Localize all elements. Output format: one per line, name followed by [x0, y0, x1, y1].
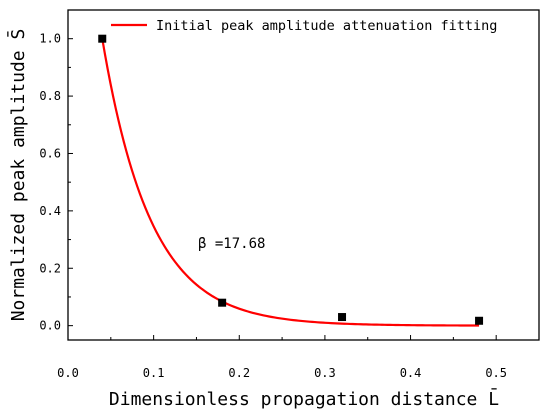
legend: Initial peak amplitude attenuation fitti…: [111, 18, 497, 34]
plot-frame: [67, 9, 540, 341]
data-point: [218, 298, 227, 307]
data-point: [98, 34, 107, 43]
fit-curve-group: [101, 38, 480, 327]
x-tick-label: 0.3: [314, 366, 336, 380]
data-points-group: [98, 34, 484, 325]
y-tick-label: 1.0: [39, 32, 61, 46]
beta-annotation: β =17.68: [198, 236, 265, 252]
y-axis-title: Normalized peak amplitude S̄: [7, 29, 29, 322]
x-tick-label: 0.1: [143, 366, 165, 380]
x-axis-title: Dimensionless propagation distance L̄: [109, 388, 499, 410]
x-tick-label: 0.5: [485, 366, 507, 380]
x-tick-label: 0.0: [57, 366, 79, 380]
y-tick-label: 0.0: [39, 319, 61, 333]
x-tick-label: 0.4: [400, 366, 422, 380]
axis-ticks: 0.0 0.1 0.2 0.3 0.4 0.5 0.0 0.2 0.4 0.6 0.8 1.0: [39, 9, 540, 380]
y-tick-label: 0.6: [39, 146, 61, 160]
data-point: [338, 313, 347, 322]
y-tick-label: 0.4: [39, 204, 61, 218]
y-tick-label: 0.8: [39, 89, 61, 103]
y-tick-label: 0.2: [39, 261, 61, 275]
fit-curve: [101, 38, 480, 327]
legend-label: Initial peak amplitude attenuation fitti…: [156, 18, 497, 34]
data-point: [475, 316, 484, 325]
x-tick-label: 0.2: [228, 366, 250, 380]
